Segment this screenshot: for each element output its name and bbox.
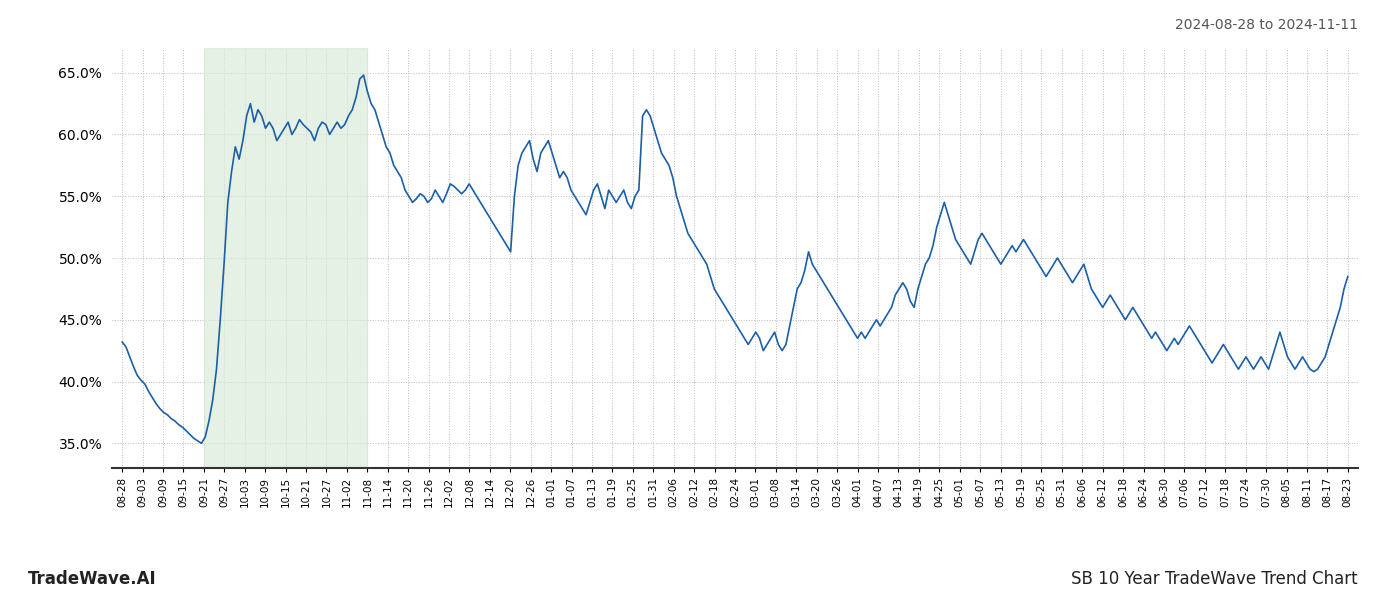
Text: 2024-08-28 to 2024-11-11: 2024-08-28 to 2024-11-11 <box>1175 18 1358 32</box>
Text: SB 10 Year TradeWave Trend Chart: SB 10 Year TradeWave Trend Chart <box>1071 570 1358 588</box>
Bar <box>204 48 367 468</box>
Text: TradeWave.AI: TradeWave.AI <box>28 570 157 588</box>
